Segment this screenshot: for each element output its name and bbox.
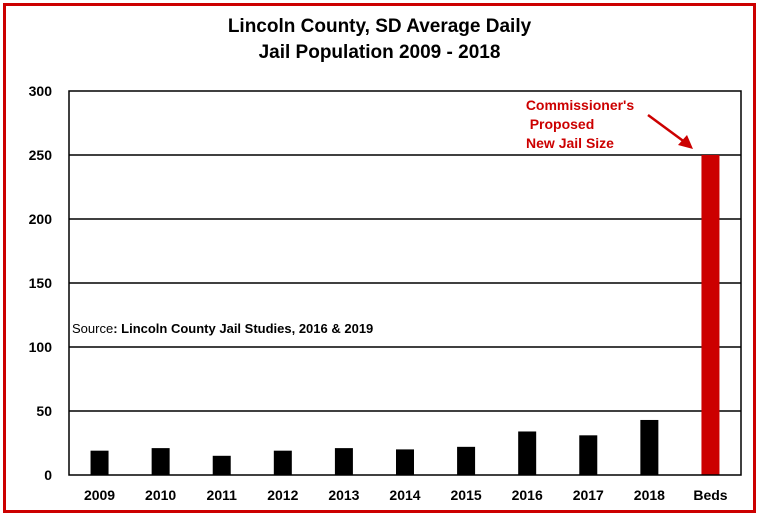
annotation-arrow-head [678, 135, 693, 149]
y-tick-label-100: 100 [29, 339, 53, 355]
x-tick-label-2012: 2012 [267, 487, 298, 503]
bar-2017 [579, 435, 598, 475]
x-tick-label-2011: 2011 [207, 487, 238, 503]
bar-2009 [90, 450, 109, 475]
x-tick-label-2010: 2010 [145, 487, 176, 503]
x-tick-label-2015: 2015 [451, 487, 482, 503]
plot-area-border [68, 90, 742, 476]
x-tick-label-2014: 2014 [389, 487, 420, 503]
source-text: : Lincoln County Jail Studies, 2016 & 20… [113, 321, 373, 336]
gridlines [69, 154, 741, 412]
bar-2016 [518, 431, 537, 475]
annotation-line-2: Proposed [530, 116, 595, 132]
x-tick-label-2009: 2009 [84, 487, 115, 503]
x-tick-label-2017: 2017 [573, 487, 604, 503]
chart-frame [3, 3, 756, 513]
y-tick-label-50: 50 [36, 403, 52, 419]
x-tick-label-2018: 2018 [634, 487, 665, 503]
x-axis-tick-labels: 2009 2010 2011 2012 2013 2014 2015 2016 2017 2018… [84, 487, 728, 503]
y-tick-label-300: 300 [29, 83, 53, 99]
bar-2014 [396, 449, 414, 475]
y-tick-label-0: 0 [44, 467, 52, 483]
bar-2010 [151, 448, 170, 475]
annotation-line-3: New Jail Size [526, 135, 614, 151]
y-axis-tick-labels: 0 50 100 150 200 250 300 [29, 83, 53, 483]
x-tick-label-2013: 2013 [328, 487, 359, 503]
source-prefix: Source [72, 321, 113, 336]
bar-2018 [640, 419, 659, 475]
annotation-arrow-line [647, 113, 687, 145]
bar-Beds [701, 155, 720, 475]
x-tick-label-2016: 2016 [512, 487, 543, 503]
y-tick-label-200: 200 [29, 211, 53, 227]
chart-title-line-2: Jail Population 2009 - 2018 [258, 42, 501, 63]
bar-2011 [212, 455, 231, 475]
bars [90, 155, 720, 475]
bar-2015 [457, 446, 476, 475]
annotation: Commissioner's Proposed New Jail Size [526, 97, 693, 151]
y-tick-label-250: 250 [29, 147, 53, 163]
x-tick-label-Beds: Beds [693, 487, 727, 503]
annotation-line-1: Commissioner's [526, 97, 635, 113]
bar-2012 [273, 450, 292, 475]
chart-title-line-1: Lincoln County, SD Average Daily [227, 16, 532, 37]
chart-title: Lincoln County, SD Average Daily Jail Po… [0, 14, 759, 66]
y-tick-label-150: 150 [29, 275, 53, 291]
source-note: Source: Lincoln County Jail Studies, 201… [72, 321, 373, 336]
bar-2013 [334, 448, 353, 475]
